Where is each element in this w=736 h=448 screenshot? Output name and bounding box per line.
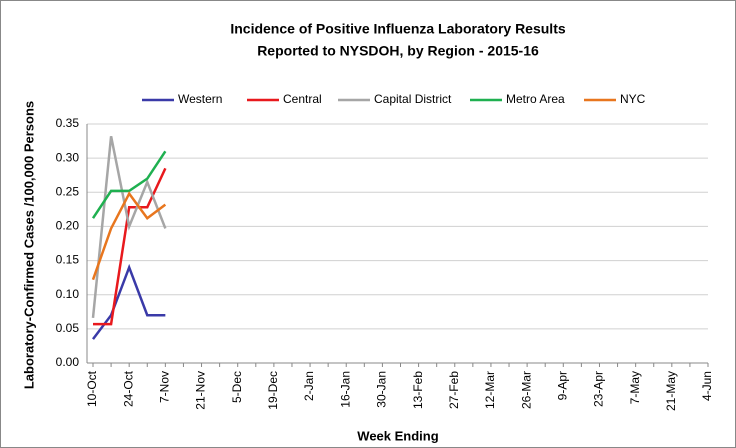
series-line bbox=[91, 136, 167, 319]
x-tick-label: 16-Jan bbox=[338, 371, 352, 408]
y-tick-label: 0.15 bbox=[56, 253, 80, 267]
x-tick-label: 9-Apr bbox=[555, 371, 569, 400]
x-tick-label: 13-Feb bbox=[411, 371, 425, 409]
x-tick-label: 27-Feb bbox=[447, 371, 461, 409]
y-tick-label: 0.00 bbox=[56, 355, 80, 369]
y-axis-title: Laboratory-Confirmed Cases /100,000 Pers… bbox=[21, 101, 36, 389]
x-tick-label: 7-May bbox=[628, 371, 642, 404]
chart-subtitle: Reported to NYSDOH, by Region - 2015-16 bbox=[257, 43, 539, 59]
x-tick-label: 12-Mar bbox=[483, 371, 497, 409]
chart-title: Incidence of Positive Influenza Laborato… bbox=[230, 21, 566, 37]
legend-label: Central bbox=[283, 92, 322, 106]
x-tick-label: 23-Apr bbox=[592, 371, 606, 407]
x-axis-title: Week Ending bbox=[357, 428, 438, 443]
x-tick-label: 30-Jan bbox=[375, 371, 389, 408]
x-tick-label: 21-Nov bbox=[194, 371, 208, 410]
y-tick-label: 0.05 bbox=[56, 321, 80, 335]
x-tick-label: 7-Nov bbox=[158, 371, 172, 403]
legend-label: NYC bbox=[620, 92, 646, 106]
y-tick-label: 0.30 bbox=[56, 150, 80, 164]
x-tick-label: 4-Jun bbox=[700, 371, 714, 401]
x-tick-label: 10-Oct bbox=[85, 370, 99, 407]
y-tick-label: 0.25 bbox=[56, 184, 80, 198]
x-tick-label: 26-Mar bbox=[519, 371, 533, 409]
legend-label: Capital District bbox=[374, 92, 452, 106]
legend-label: Western bbox=[178, 92, 222, 106]
x-tick-label: 2-Jan bbox=[302, 371, 316, 401]
y-tick-label: 0.10 bbox=[56, 287, 80, 301]
x-tick-label: 19-Dec bbox=[266, 371, 280, 410]
x-tick-label: 24-Oct bbox=[121, 370, 135, 407]
y-tick-label: 0.20 bbox=[56, 219, 80, 233]
series-line bbox=[91, 191, 167, 281]
x-tick-label: 5-Dec bbox=[230, 371, 244, 403]
y-tick-label: 0.35 bbox=[56, 116, 80, 130]
x-tick-label: 21-May bbox=[664, 371, 678, 411]
legend-label: Metro Area bbox=[506, 92, 565, 106]
series-line bbox=[91, 150, 167, 219]
